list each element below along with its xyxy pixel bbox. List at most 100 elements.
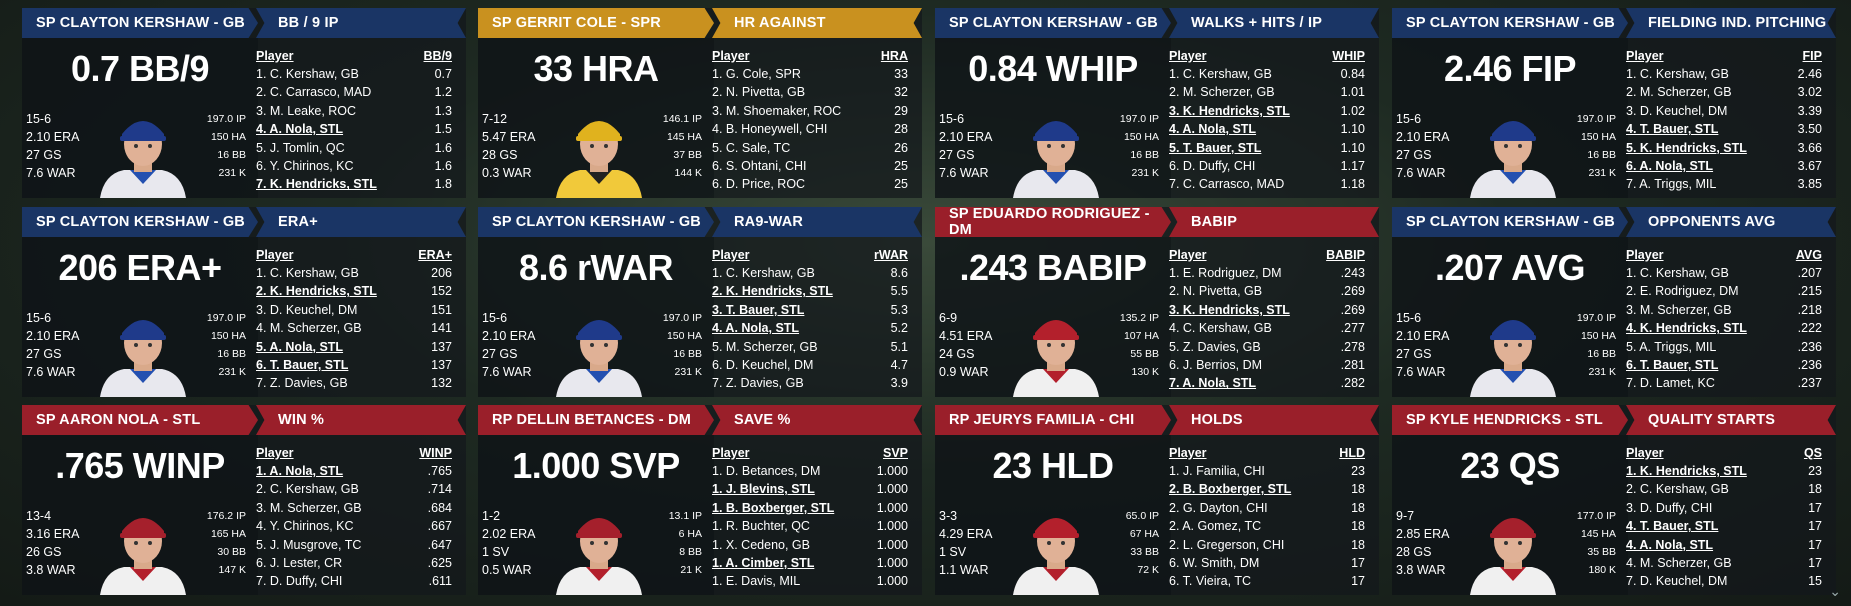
column-header-player[interactable]: Player: [256, 446, 294, 460]
player-header[interactable]: SP AARON NOLA - STL: [22, 405, 258, 435]
row-player[interactable]: 7. A. Nola, STL: [1169, 376, 1257, 391]
row-player[interactable]: 6. D. Duffy, CHI: [1169, 159, 1256, 174]
row-player[interactable]: 1. C. Kershaw, GB: [256, 67, 359, 81]
row-player[interactable]: 4. M. Scherzer, GB: [1626, 556, 1732, 571]
table-row[interactable]: 3. T. Bauer, STL 5.3: [712, 301, 908, 319]
row-player[interactable]: 5. A. Triggs, MIL: [1626, 339, 1717, 354]
column-header-player[interactable]: Player: [712, 248, 750, 262]
row-player[interactable]: 2. K. Hendricks, STL: [256, 284, 377, 299]
row-player[interactable]: 5. J. Tomlin, QC: [256, 140, 345, 155]
row-player[interactable]: 6. A. Nola, STL: [1626, 159, 1714, 174]
table-row[interactable]: 3. D. Keuchel, DM 3.39: [1626, 102, 1822, 120]
table-row[interactable]: 6. D. Price, ROC 25: [712, 175, 908, 193]
table-row[interactable]: 7. D. Duffy, CHI .611: [256, 572, 452, 590]
leader-panel[interactable]: SP CLAYTON KERSHAW - GB WALKS + HITS / IP…: [935, 8, 1379, 198]
table-row[interactable]: 6. D. Keuchel, DM 4.7: [712, 356, 908, 374]
row-player[interactable]: 5. C. Sale, TC: [712, 140, 791, 155]
player-portrait-icon[interactable]: [1013, 104, 1099, 198]
table-row[interactable]: 4. A. Nola, STL 1.5: [256, 120, 452, 138]
table-row[interactable]: 2. N. Pivetta, GB .269: [1169, 282, 1365, 300]
row-player[interactable]: 3. M. Shoemaker, ROC: [712, 103, 842, 118]
column-header-stat[interactable]: HLD: [1339, 446, 1365, 460]
table-row[interactable]: 7. A. Nola, STL .282: [1169, 374, 1365, 392]
table-row[interactable]: 3. K. Hendricks, STL .269: [1169, 301, 1365, 319]
row-player[interactable]: 1. E. Rodriguez, DM: [1169, 266, 1282, 280]
row-player[interactable]: 7. K. Hendricks, STL: [256, 177, 377, 192]
table-row[interactable]: 1. K. Hendricks, STL 23: [1626, 462, 1822, 480]
player-portrait-icon[interactable]: [1013, 303, 1099, 397]
table-row[interactable]: 6. A. Nola, STL 3.67: [1626, 157, 1822, 175]
leader-panel[interactable]: SP CLAYTON KERSHAW - GB ERA+ 206 ERA+ 15-6…: [22, 207, 466, 397]
player-portrait-icon[interactable]: [1470, 501, 1556, 595]
column-header-player[interactable]: Player: [256, 49, 294, 63]
row-player[interactable]: 2. A. Gomez, TC: [1169, 519, 1262, 534]
player-portrait-icon[interactable]: [556, 104, 642, 198]
table-row[interactable]: 6. W. Smith, DM 17: [1169, 554, 1365, 572]
row-player[interactable]: 1. R. Buchter, QC: [712, 519, 810, 534]
leader-panel[interactable]: SP CLAYTON KERSHAW - GB RA9-WAR 8.6 rWAR 1…: [478, 207, 922, 397]
player-portrait-icon[interactable]: [100, 501, 186, 595]
table-row[interactable]: 5. J. Musgrove, TC .647: [256, 536, 452, 554]
leader-panel[interactable]: SP GERRIT COLE - SPR HR AGAINST 33 HRA 7-1…: [478, 8, 922, 198]
row-player[interactable]: 4. C. Kershaw, GB: [1169, 321, 1272, 336]
column-header-stat[interactable]: BABIP: [1326, 248, 1365, 262]
table-row[interactable]: 6. T. Bauer, STL 137: [256, 356, 452, 374]
table-row[interactable]: 5. A. Nola, STL 137: [256, 338, 452, 356]
table-row[interactable]: 6. Y. Chirinos, KC 1.6: [256, 157, 452, 175]
column-header-player[interactable]: Player: [1169, 49, 1207, 63]
table-row[interactable]: 2. K. Hendricks, STL 5.5: [712, 282, 908, 300]
table-row[interactable]: 7. C. Carrasco, MAD 1.18: [1169, 175, 1365, 193]
table-row[interactable]: 4. M. Scherzer, GB 17: [1626, 554, 1822, 572]
table-row[interactable]: 4. A. Nola, STL 1.10: [1169, 120, 1365, 138]
table-row[interactable]: 7. Z. Davies, GB 132: [256, 374, 452, 392]
table-row[interactable]: 1. G. Cole, SPR 33: [712, 65, 908, 83]
row-player[interactable]: 7. D. Keuchel, DM: [1626, 574, 1728, 589]
row-player[interactable]: 6. T. Bauer, STL: [1626, 358, 1719, 373]
table-row[interactable]: 3. M. Scherzer, GB .218: [1626, 301, 1822, 319]
row-player[interactable]: 1. J. Familia, CHI: [1169, 464, 1265, 478]
table-row[interactable]: 1. B. Boxberger, STL 1.000: [712, 499, 908, 517]
row-player[interactable]: 4. T. Bauer, STL: [1626, 122, 1719, 137]
leader-panel[interactable]: SP CLAYTON KERSHAW - GB BB / 9 IP 0.7 BB/9…: [22, 8, 466, 198]
player-header[interactable]: SP EDUARDO RODRIGUEZ - DM: [935, 207, 1171, 237]
row-player[interactable]: 5. A. Nola, STL: [256, 339, 344, 354]
leader-panel[interactable]: SP CLAYTON KERSHAW - GB FIELDING IND. PIT…: [1392, 8, 1836, 198]
row-player[interactable]: 1. C. Kershaw, GB: [1626, 67, 1729, 81]
table-row[interactable]: 6. T. Bauer, STL .236: [1626, 356, 1822, 374]
column-header-player[interactable]: Player: [1626, 446, 1664, 460]
player-header[interactable]: RP DELLIN BETANCES - DM: [478, 405, 714, 435]
table-row[interactable]: 6. S. Ohtani, CHI 25: [712, 157, 908, 175]
row-player[interactable]: 2. N. Pivetta, GB: [712, 85, 806, 100]
row-player[interactable]: 7. Z. Davies, GB: [256, 376, 348, 391]
row-player[interactable]: 3. D. Keuchel, DM: [256, 302, 358, 317]
column-header-stat[interactable]: HRA: [880, 49, 908, 63]
table-row[interactable]: 3. K. Hendricks, STL 1.02: [1169, 102, 1365, 120]
table-row[interactable]: 3. M. Scherzer, GB .684: [256, 499, 452, 517]
table-row[interactable]: 1. X. Cedeno, GB 1.000: [712, 536, 908, 554]
table-row[interactable]: 5. C. Sale, TC 26: [712, 139, 908, 157]
leader-panel[interactable]: RP DELLIN BETANCES - DM SAVE % 1.000 SVP 1…: [478, 405, 922, 595]
table-row[interactable]: 5. A. Triggs, MIL .236: [1626, 338, 1822, 356]
table-row[interactable]: 4. K. Hendricks, STL .222: [1626, 319, 1822, 337]
table-row[interactable]: 1. E. Davis, MIL 1.000: [712, 572, 908, 590]
leader-panel[interactable]: SP KYLE HENDRICKS - STL QUALITY STARTS 23 …: [1392, 405, 1836, 595]
row-player[interactable]: 2. C. Carrasco, MAD: [256, 85, 372, 100]
scroll-down-icon[interactable]: ⌄: [1829, 583, 1841, 599]
table-row[interactable]: 7. D. Lamet, KC .237: [1626, 374, 1822, 392]
row-player[interactable]: 3. K. Hendricks, STL: [1169, 103, 1290, 118]
row-player[interactable]: 6. W. Smith, DM: [1169, 556, 1260, 571]
column-header-stat[interactable]: WINP: [419, 446, 452, 460]
row-player[interactable]: 1. C. Kershaw, GB: [256, 266, 359, 280]
player-portrait-icon[interactable]: [1013, 501, 1099, 595]
row-player[interactable]: 2. K. Hendricks, STL: [712, 284, 833, 299]
table-row[interactable]: 4. T. Bauer, STL 3.50: [1626, 120, 1822, 138]
table-row[interactable]: 2. C. Kershaw, GB .714: [256, 480, 452, 498]
table-row[interactable]: 5. T. Bauer, STL 1.10: [1169, 139, 1365, 157]
table-row[interactable]: 6. D. Duffy, CHI 1.17: [1169, 157, 1365, 175]
row-player[interactable]: 4. A. Nola, STL: [1626, 537, 1714, 552]
row-player[interactable]: 2. L. Gregerson, CHI: [1169, 537, 1285, 552]
table-row[interactable]: 5. J. Tomlin, QC 1.6: [256, 139, 452, 157]
row-player[interactable]: 7. D. Duffy, CHI: [256, 574, 343, 589]
column-header-stat[interactable]: ERA+: [418, 248, 452, 262]
row-player[interactable]: 7. D. Lamet, KC: [1626, 376, 1715, 391]
